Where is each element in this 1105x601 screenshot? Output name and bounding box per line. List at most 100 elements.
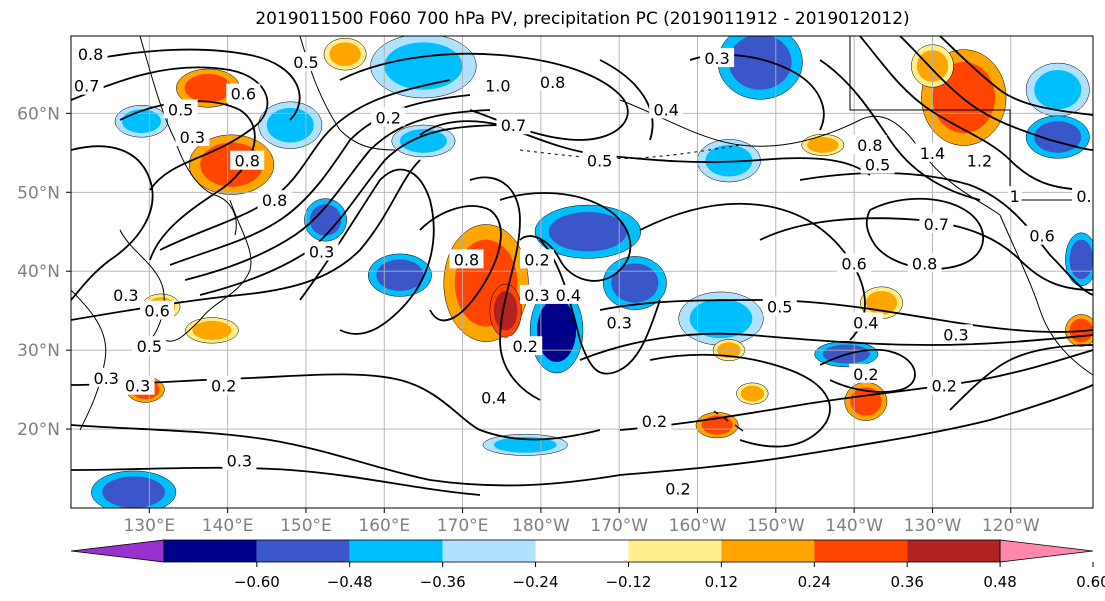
contour-label-bg	[89, 367, 124, 387]
contour-label-bg	[927, 375, 962, 395]
contour-label-bg	[222, 450, 257, 470]
contour-label-bg	[175, 127, 210, 147]
coast-siberia	[139, 36, 237, 236]
contour-label: 0.3	[524, 286, 549, 305]
contour-label: 0.4	[556, 286, 581, 305]
colorbar-extend-low	[70, 539, 165, 563]
lon-tick-label: 130°E	[123, 516, 175, 536]
contour-label: 0.3	[943, 325, 968, 344]
contour-label: 0.8	[540, 73, 565, 92]
precip-patch	[91, 470, 177, 508]
contour-label: 0.4	[853, 314, 878, 333]
contour-label-bg	[140, 300, 175, 320]
contour-label: 0.8	[912, 254, 937, 273]
contour-label-bg	[919, 213, 954, 233]
colorbar-tick-label: −0.24	[513, 573, 559, 591]
colorbar-segment	[535, 540, 629, 562]
contour-label: 1.0	[485, 77, 510, 96]
colorbar-segment	[721, 540, 815, 562]
lat-tick-label: 20°N	[17, 420, 60, 440]
axes: 60°N 50°N 40°N 30°N 20°N 130°E 140°E 150°E 160°E…	[17, 104, 1040, 536]
contour-label: 0.3	[180, 128, 205, 147]
contour-label-bg	[206, 375, 241, 395]
lon-tick-label: 140°E	[202, 516, 254, 536]
contour-label: 0.2	[524, 250, 549, 269]
contour-label: 0.3	[704, 49, 729, 68]
contour-label-bg	[762, 296, 797, 316]
contour-label-bg	[288, 52, 323, 72]
contour-label: 0.5	[587, 152, 612, 171]
lon-tick-label: 170°E	[437, 516, 489, 536]
colorbar-segment	[814, 540, 908, 562]
colorbar-extend-high	[999, 539, 1094, 563]
contour-label: 0.3	[113, 286, 138, 305]
contour-label: 1.2	[967, 152, 992, 171]
contour-label-bg	[163, 99, 198, 119]
colorbar-tick-label: 0.36	[890, 573, 923, 591]
contour-label-bg	[637, 411, 672, 431]
contour-label-bg	[1007, 186, 1022, 206]
precip-patch	[304, 198, 347, 242]
contour-label: 0.3	[309, 242, 334, 261]
colorbar-tick-label: −0.48	[327, 573, 373, 591]
contour-label-bg	[660, 478, 695, 498]
precip-patch	[1065, 232, 1093, 287]
lon-tick-label: 180°W	[512, 516, 570, 536]
contour-label: 0.6	[144, 302, 169, 321]
contour-label-bg	[582, 150, 617, 170]
contour-label: 0.2	[211, 377, 236, 396]
colorbar-tick-label: −0.60	[234, 573, 280, 591]
contour-label-bg	[304, 241, 339, 261]
colorbar-segment	[442, 540, 536, 562]
contour-label: 0.7	[924, 215, 949, 234]
contour-label: 0.5	[767, 298, 792, 317]
contour-label: 0.2	[512, 337, 537, 356]
contour-label-bg	[476, 387, 511, 407]
colorbar-tick-label: 0.60	[1076, 573, 1105, 591]
contour-label: 0.8	[234, 152, 259, 171]
precip-patch	[367, 253, 432, 297]
precip-patch	[534, 204, 641, 259]
contour-label-bg	[1072, 186, 1093, 206]
contour-label: 0.5	[293, 53, 318, 72]
contour-label-bg	[508, 336, 543, 356]
lon-tick-label: 150°E	[280, 516, 332, 536]
coast-korea	[119, 229, 165, 341]
map-title: 2019011500 F060 700 hPa PV, precipitatio…	[255, 9, 910, 29]
contour-label-bg	[449, 249, 484, 269]
lon-tick-label: 120°W	[982, 516, 1040, 536]
colorbar-tick-label: −0.12	[605, 573, 651, 591]
precip-patch	[185, 317, 239, 344]
lon-tick-label: 160°E	[358, 516, 410, 536]
contour-label: 0.2	[642, 412, 667, 431]
lon-tick-label: 160°W	[669, 516, 727, 536]
contour-label: 0.2	[1076, 187, 1101, 206]
contour-label-bg	[837, 253, 872, 273]
precip-patch	[489, 283, 522, 338]
contour-label: 0.3	[94, 369, 119, 388]
contour-label: 0.8	[78, 45, 103, 64]
contour-label-bg	[848, 363, 883, 383]
contour-label-bg	[496, 115, 531, 135]
colorbar-segment	[628, 540, 722, 562]
precip-patch	[176, 68, 241, 108]
contour-label-bg	[519, 249, 554, 269]
precip-patch	[370, 36, 477, 99]
colorbar-segment	[163, 540, 257, 562]
contour-label: 0.6	[1029, 227, 1054, 246]
lat-tick-label: 40°N	[17, 262, 60, 282]
coast-china	[71, 289, 107, 431]
contour-label: 0.2	[375, 108, 400, 127]
contour-label-bg	[519, 284, 554, 304]
contour-label-bg	[73, 44, 108, 64]
lat-tick-label: 30°N	[17, 341, 60, 361]
contour-label: 0.8	[454, 250, 479, 269]
contour-label: 1.4	[920, 144, 945, 163]
contour-label-bg	[649, 99, 684, 119]
contour-label: 0.6	[841, 254, 866, 273]
lat-tick-label: 50°N	[17, 183, 60, 203]
colorbar: −0.60 −0.48 −0.36 −0.24 −0.12 0.12 0.24 0.36 0.4…	[70, 539, 1105, 591]
contour-label: 0.5	[137, 337, 162, 356]
precip-patch	[736, 382, 769, 405]
